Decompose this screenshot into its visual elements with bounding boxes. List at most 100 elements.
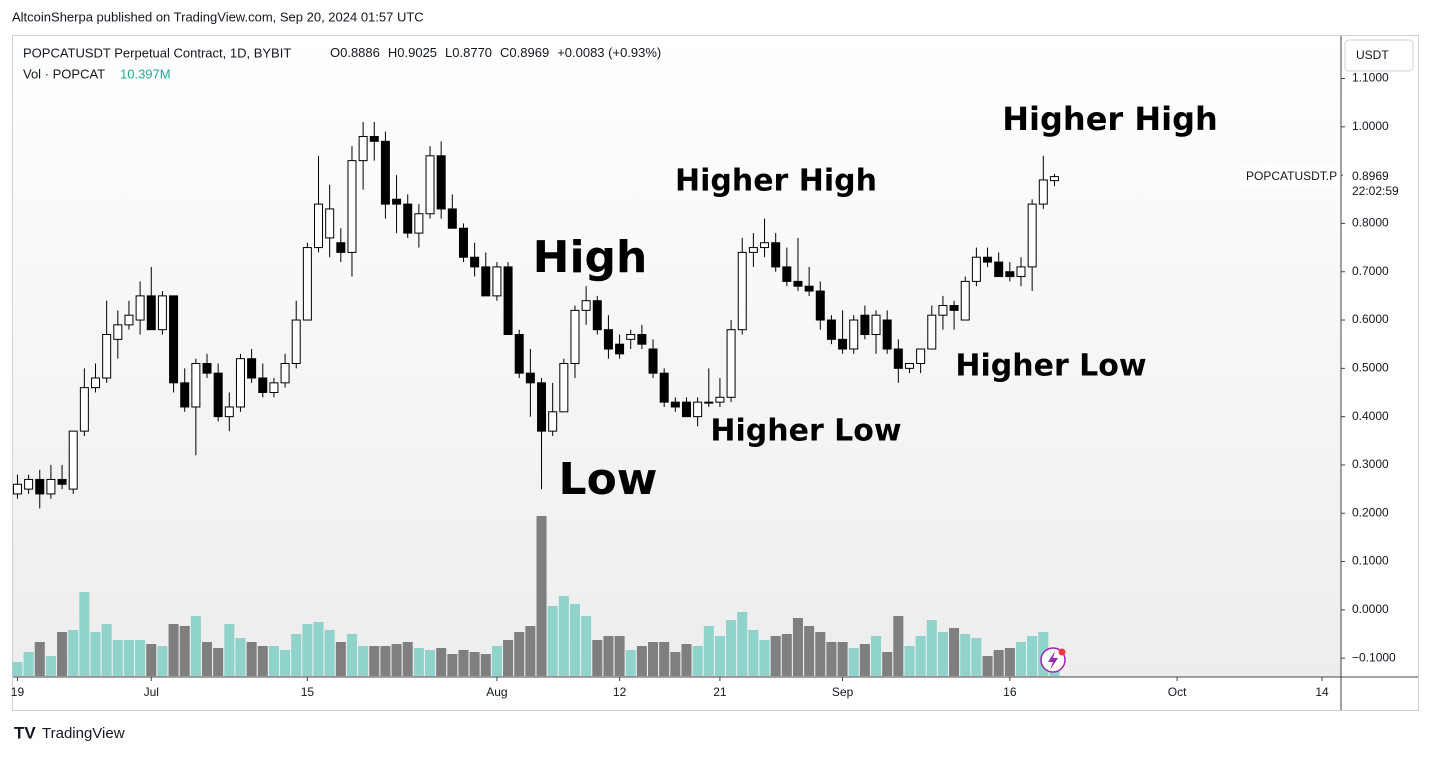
candle-body [392, 198, 402, 205]
volume-bar [224, 624, 235, 676]
candle-body [302, 247, 312, 321]
volume-bar [770, 636, 781, 676]
volume-bar [168, 624, 179, 676]
annotation: Higher High [675, 164, 877, 199]
volume-bar [1004, 648, 1015, 676]
candle-body [425, 155, 435, 215]
candle-body [280, 363, 290, 384]
candle-body [46, 478, 56, 495]
candle-body [79, 387, 89, 432]
volume-bar [993, 650, 1004, 676]
volume-bar [714, 636, 725, 676]
volume-bar [815, 632, 826, 676]
ohlc-value: O0.8886 [330, 45, 380, 60]
annotation: Low [559, 454, 658, 505]
volume-bar [358, 646, 369, 676]
annotation: Higher Low [955, 349, 1146, 384]
volume-bar [692, 646, 703, 676]
volume-bar [23, 652, 34, 676]
x-tick-label: 16 [1003, 685, 1017, 699]
candle-body [782, 266, 792, 282]
last-price-label: 0.8969 [1352, 169, 1389, 183]
volume-bar [1027, 636, 1038, 676]
candle-body [659, 372, 669, 403]
volume-bar [346, 634, 357, 676]
volume-bar [826, 642, 837, 676]
volume-bar [458, 650, 469, 676]
y-tick-label: 0.5000 [1352, 361, 1389, 375]
volume-bar [436, 648, 447, 676]
y-tick-label: 0.8000 [1352, 216, 1389, 230]
candle-body [336, 242, 346, 253]
candle-body [826, 319, 836, 340]
volume-bar [514, 632, 525, 676]
volume-bar [670, 652, 681, 676]
volume-bar [79, 592, 90, 676]
volume-bar [469, 652, 480, 676]
volume-bar [12, 662, 23, 676]
volume-name: Vol · POPCAT [23, 66, 105, 81]
candle-body [849, 319, 859, 350]
currency-button[interactable] [1344, 39, 1414, 72]
candle-body [347, 160, 357, 253]
candle-body [514, 334, 524, 374]
y-tick-label: 0.0000 [1352, 602, 1389, 616]
candle-body [760, 242, 770, 249]
volume-bar [135, 640, 146, 676]
candle-body [157, 295, 167, 331]
ohlc-value: +0.0083 (+0.93%) [557, 45, 661, 60]
x-tick-label: 21 [713, 685, 727, 699]
candle-body [927, 314, 937, 350]
volume-bar [703, 626, 714, 676]
candle-body [592, 300, 602, 331]
price-pane [13, 36, 1341, 677]
volume-bar [926, 620, 937, 676]
y-tick-label: 1.1000 [1352, 71, 1389, 85]
currency-label[interactable]: USDT [1356, 48, 1389, 62]
candle-body [971, 256, 981, 282]
candle-body [458, 227, 468, 258]
footer-brand: TradingView [42, 725, 125, 742]
candle-body [403, 203, 413, 234]
candle-body [748, 247, 758, 253]
candle-body [793, 280, 803, 287]
y-tick-label: 0.6000 [1352, 312, 1389, 326]
candle-body [169, 295, 179, 384]
x-tick-label: Oct [1168, 685, 1187, 699]
volume-bar [235, 638, 246, 676]
candle-body [615, 343, 625, 355]
y-tick-label: −0.1000 [1352, 650, 1396, 664]
volume-bar [179, 626, 190, 676]
symbol-title: POPCATUSDT Perpetual Contract, 1D, BYBIT [23, 45, 291, 60]
ohlc-value: H0.9025 [388, 45, 437, 60]
candle-body [860, 314, 870, 336]
volume-bar [982, 656, 993, 676]
candle-body [904, 363, 914, 369]
volume-bar [380, 646, 391, 676]
x-tick-label: Sep [832, 685, 854, 699]
volume-bar [893, 616, 904, 676]
candle-body [603, 329, 613, 350]
volume-bar [480, 654, 491, 676]
volume-bar [859, 644, 870, 676]
candle-body [213, 372, 223, 418]
volume-bar [536, 516, 547, 676]
candle-body [258, 377, 268, 393]
candle-body [704, 401, 714, 404]
candle-body [35, 478, 45, 495]
x-tick-label: 15 [301, 685, 315, 699]
volume-bar [302, 624, 313, 676]
volume-bar [280, 650, 291, 676]
volume-bar [636, 646, 647, 676]
volume-bar [402, 642, 413, 676]
volume-bar [659, 642, 670, 676]
candle-body [525, 372, 535, 384]
volume-bar [213, 648, 224, 676]
volume-bar [1015, 642, 1027, 676]
volume-bar [960, 634, 971, 676]
volume-bar [491, 646, 502, 676]
volume-bar [447, 654, 458, 676]
candle-body [681, 401, 691, 418]
